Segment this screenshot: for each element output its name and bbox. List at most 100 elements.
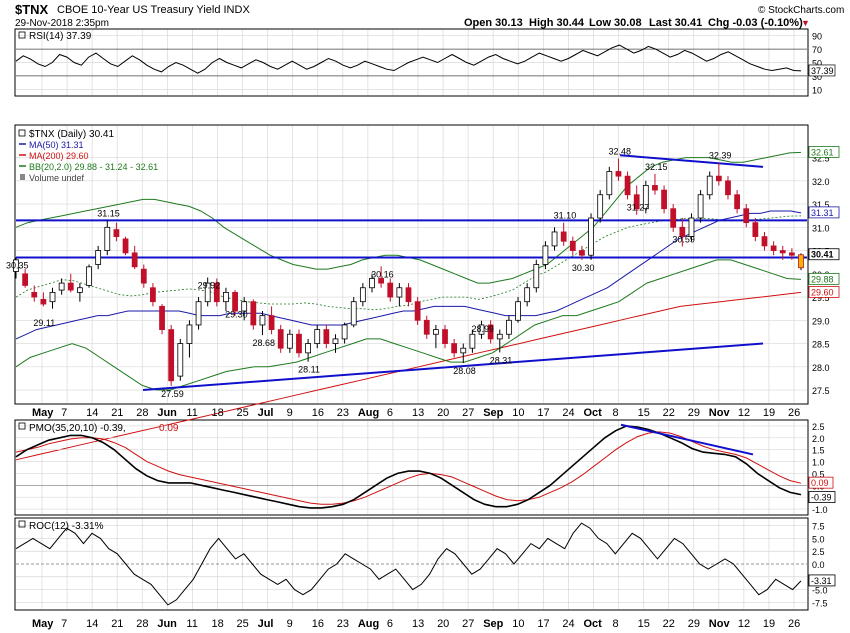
pmo-tick-label: 0.5 bbox=[812, 469, 825, 479]
roc-tick-label: 7.5 bbox=[812, 522, 825, 532]
price-annotation: 28.31 bbox=[490, 355, 513, 365]
price-legend-swatch bbox=[18, 129, 26, 137]
x-axis-label: 24 bbox=[562, 407, 574, 419]
candle-body bbox=[323, 329, 330, 344]
chart-date: 29-Nov-2018 2:35pm bbox=[15, 18, 109, 29]
x-axis-label: 25 bbox=[237, 407, 249, 419]
x-axis-label: May bbox=[32, 407, 54, 419]
x-axis-label: 20 bbox=[437, 407, 449, 419]
candle-body bbox=[49, 291, 56, 303]
candle-body bbox=[752, 222, 759, 237]
x-axis-label: 23 bbox=[337, 618, 349, 630]
rsi-legend: RSI(14) 37.39 bbox=[18, 31, 92, 42]
x-axis-label: 18 bbox=[211, 407, 223, 419]
candle-body bbox=[414, 301, 421, 321]
change-down-arrow-icon: ▼ bbox=[801, 18, 810, 28]
price-tick-label: 31.5 bbox=[812, 200, 830, 210]
candle-body bbox=[113, 229, 120, 237]
candle-body bbox=[286, 333, 293, 349]
last-value: Last 30.41 bbox=[649, 17, 702, 29]
x-axis-label: Jun bbox=[157, 618, 177, 630]
x-axis-label: 9 bbox=[287, 618, 293, 630]
candle-body bbox=[788, 252, 795, 256]
open-value: Open 30.13 bbox=[464, 17, 523, 29]
x-axis-label: 27 bbox=[462, 618, 474, 630]
candle-body bbox=[725, 180, 731, 196]
volume-legend-label: Volume undef bbox=[29, 173, 85, 183]
candle-body bbox=[469, 333, 476, 349]
candle-body bbox=[542, 245, 549, 265]
x-axis-label: 27 bbox=[462, 407, 474, 419]
pmo-current-value-box bbox=[808, 491, 836, 503]
roc-tick-label: 0.0 bbox=[812, 560, 825, 570]
roc-tick-label: 5.0 bbox=[812, 534, 825, 544]
x-axis-label: 16 bbox=[312, 407, 324, 419]
candle-body bbox=[168, 329, 175, 382]
price-legend: $TNX (Daily) 30.41 MA(50) 31.31 MA(200) … bbox=[18, 129, 158, 183]
ma50-line bbox=[15, 210, 802, 340]
x-axis-label: 19 bbox=[763, 618, 775, 630]
change-value: Chg -0.03 (-0.10%) bbox=[708, 17, 803, 29]
x-axis-label: Sep bbox=[483, 407, 503, 419]
price-panel bbox=[14, 124, 809, 405]
x-axis-label: 8 bbox=[613, 618, 619, 630]
candle-body bbox=[195, 301, 202, 326]
price-legend-label: $TNX (Daily) 30.41 bbox=[29, 129, 114, 140]
candle-body bbox=[86, 266, 92, 286]
roc-tick-label: -7.5 bbox=[812, 598, 828, 608]
price-annotation: 31.15 bbox=[97, 208, 120, 218]
last-price-value-box bbox=[808, 248, 840, 261]
x-axis-label: Jun bbox=[157, 407, 177, 419]
price-tick-label: 32.5 bbox=[812, 154, 830, 164]
rsi-current-label: 37.39 bbox=[811, 66, 834, 76]
candle-body bbox=[213, 282, 220, 303]
x-axis-label: 26 bbox=[788, 407, 800, 419]
candle-body bbox=[150, 287, 156, 303]
x-axis-label: 20 bbox=[437, 618, 449, 630]
candle-body bbox=[177, 343, 184, 377]
ma200-value-box bbox=[808, 285, 840, 298]
price-annotation: 28.08 bbox=[453, 366, 476, 376]
candle-body bbox=[250, 301, 257, 326]
pmo-current-value: -0.39 bbox=[811, 493, 832, 503]
candle-body bbox=[159, 305, 165, 331]
x-axis-label: 12 bbox=[738, 407, 750, 419]
candle-body bbox=[688, 217, 695, 238]
candle-body bbox=[761, 236, 768, 247]
last-price-value: 30.41 bbox=[811, 250, 834, 260]
pmo-signal-value-box bbox=[808, 476, 834, 489]
ma200-legend-label: MA(200) 29.60 bbox=[29, 151, 89, 161]
x-axis-label: 11 bbox=[186, 618, 197, 630]
x-axis-label: 11 bbox=[186, 407, 197, 419]
price-annotation: 30.59 bbox=[672, 234, 695, 244]
candle-body bbox=[241, 301, 248, 312]
x-axis-label: Jul bbox=[258, 407, 274, 419]
x-axis-label: Oct bbox=[583, 618, 602, 630]
price-annotation: 28.99 bbox=[472, 324, 495, 334]
candle-body bbox=[798, 254, 804, 269]
x-axis-label: 7 bbox=[61, 618, 67, 630]
pmo-chart: 2.52.01.51.00.50.0-0.5-1.00.09-0.39 bbox=[15, 422, 836, 515]
pmo-tick-label: 1.5 bbox=[812, 446, 825, 456]
pmo-panel bbox=[14, 419, 809, 516]
bb-lower-value-box bbox=[808, 272, 840, 285]
candle-body bbox=[606, 171, 613, 196]
candle-body bbox=[314, 329, 321, 344]
price-chart: 32.532.031.531.030.530.029.529.028.528.0… bbox=[6, 146, 840, 461]
price-annotation: 29.30 bbox=[225, 309, 248, 319]
candle-body bbox=[77, 287, 83, 293]
ma200-value: 29.60 bbox=[811, 287, 834, 297]
x-axis-label: 14 bbox=[86, 618, 98, 630]
candle-body bbox=[58, 282, 65, 291]
candle-body bbox=[706, 175, 713, 196]
candle-body bbox=[232, 291, 238, 312]
candle-body bbox=[642, 185, 649, 210]
candle-body bbox=[496, 333, 503, 340]
candle-body bbox=[40, 298, 47, 305]
candle-body bbox=[405, 287, 412, 303]
rsi-tick-label: 90 bbox=[812, 32, 822, 42]
candle-body bbox=[31, 291, 38, 298]
bb-upper-value: 32.61 bbox=[811, 147, 834, 157]
candle-body bbox=[697, 194, 704, 219]
